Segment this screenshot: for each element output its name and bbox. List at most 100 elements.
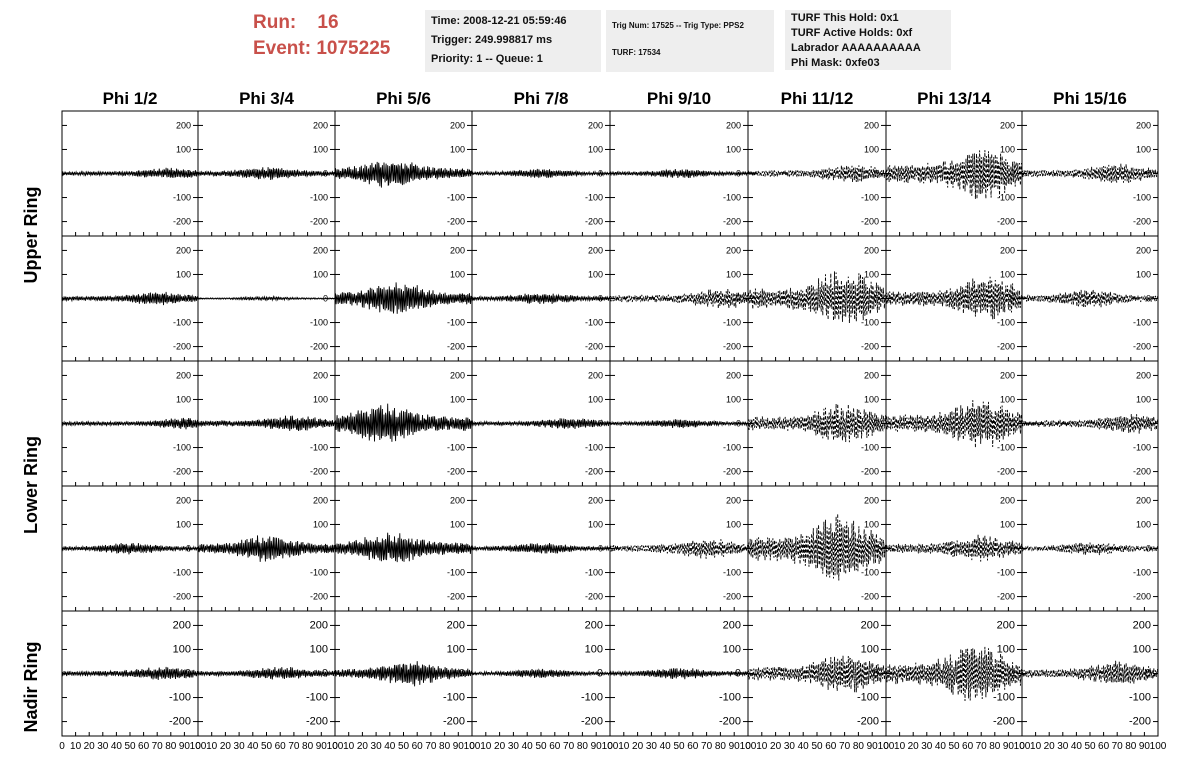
x-tick-label: 80 <box>302 741 314 752</box>
x-tick-label: 10 <box>618 741 630 752</box>
waveform-trace <box>197 666 336 680</box>
y-tick-label: -200 <box>585 342 603 352</box>
y-tick-label: -100 <box>310 568 328 578</box>
y-tick-label: 100 <box>313 269 328 279</box>
column-title: Phi 15/16 <box>1053 89 1127 108</box>
x-tick-label: 70 <box>152 741 164 752</box>
x-tick-label: 70 <box>288 741 300 752</box>
y-tick-label: 100 <box>864 394 879 404</box>
y-tick-label: 100 <box>176 144 191 154</box>
y-tick-label: 100 <box>450 394 465 404</box>
y-tick-label: -100 <box>585 568 603 578</box>
y-tick-label: -200 <box>310 217 328 227</box>
y-tick-label: -200 <box>585 592 603 602</box>
turf-hold-line: TURF This Hold: 0x1 <box>791 12 899 24</box>
y-tick-label: -100 <box>997 318 1015 328</box>
y-tick-label: 200 <box>588 495 603 505</box>
y-tick-label: -100 <box>1133 568 1151 578</box>
x-tick-label: 90 <box>316 741 328 752</box>
x-tick-label: 70 <box>839 741 851 752</box>
y-tick-label: -200 <box>169 716 191 728</box>
y-tick-label: 200 <box>313 370 328 380</box>
y-tick-label: 100 <box>997 643 1015 655</box>
x-tick-label: 60 <box>412 741 424 752</box>
y-tick-label: 100 <box>1000 394 1015 404</box>
x-tick-label: 30 <box>1057 741 1069 752</box>
x-tick-label: 40 <box>798 741 810 752</box>
y-tick-label: 200 <box>588 245 603 255</box>
x-tick-label: 40 <box>1071 741 1083 752</box>
y-tick-label: -100 <box>1133 443 1151 453</box>
y-tick-label: -200 <box>723 467 741 477</box>
x-tick-label: 80 <box>989 741 1001 752</box>
y-tick-label: 0 <box>1010 419 1015 429</box>
y-tick-label: -100 <box>997 193 1015 203</box>
y-tick-label: 200 <box>310 619 328 631</box>
x-tick-label: 20 <box>632 741 644 752</box>
y-tick-label: -100 <box>723 193 741 203</box>
y-tick-label: 100 <box>176 394 191 404</box>
y-tick-label: -200 <box>719 716 741 728</box>
y-tick-label: 100 <box>1136 144 1151 154</box>
column-title: Phi 9/10 <box>647 89 711 108</box>
y-tick-label: -200 <box>997 342 1015 352</box>
y-tick-label: -100 <box>857 692 879 704</box>
y-tick-label: -200 <box>993 716 1015 728</box>
x-tick-label: 50 <box>124 741 136 752</box>
column-title: Phi 13/14 <box>917 89 991 108</box>
column-title: Phi 3/4 <box>239 89 294 108</box>
y-tick-label: -200 <box>1133 342 1151 352</box>
x-tick-label: 0 <box>607 741 613 752</box>
x-tick-label: 30 <box>97 741 109 752</box>
x-tick-label: 40 <box>384 741 396 752</box>
y-tick-label: -200 <box>310 592 328 602</box>
y-tick-label: 200 <box>176 120 191 130</box>
phi-mask-line: Phi Mask: 0xfe03 <box>791 57 880 69</box>
column-title: Phi 1/2 <box>103 89 158 108</box>
x-tick-label: 70 <box>976 741 988 752</box>
turf-active-line: TURF Active Holds: 0xf <box>791 27 913 39</box>
x-tick-label: 50 <box>261 741 273 752</box>
run-label: Run: <box>253 12 297 33</box>
waveform-trace <box>885 400 1023 448</box>
y-tick-label: -200 <box>585 217 603 227</box>
y-tick-label: -100 <box>173 443 191 453</box>
y-tick-label: -200 <box>1133 592 1151 602</box>
time-info-box: Time: 2008-12-21 05:59:46 Trigger: 249.9… <box>425 10 601 72</box>
y-tick-label: -200 <box>447 217 465 227</box>
y-tick-label: -100 <box>581 692 603 704</box>
y-tick-label: 200 <box>176 370 191 380</box>
turf-line: TURF: 17534 <box>612 48 661 57</box>
y-tick-label: 200 <box>1136 370 1151 380</box>
x-tick-label: 50 <box>535 741 547 752</box>
y-tick-label: -200 <box>997 217 1015 227</box>
x-tick-label: 30 <box>921 741 933 752</box>
y-tick-label: 100 <box>726 519 741 529</box>
y-tick-label: 100 <box>173 643 191 655</box>
y-tick-label: -100 <box>447 318 465 328</box>
waveform-trace <box>885 150 1023 200</box>
x-tick-label: 80 <box>1125 741 1137 752</box>
y-tick-label: -100 <box>1133 318 1151 328</box>
x-tick-label: 10 <box>343 741 355 752</box>
x-tick-label: 50 <box>811 741 823 752</box>
y-tick-label: -200 <box>861 467 879 477</box>
y-tick-label: 100 <box>176 269 191 279</box>
x-tick-label: 50 <box>948 741 960 752</box>
y-tick-label: 100 <box>1000 144 1015 154</box>
y-tick-label: 200 <box>1133 619 1151 631</box>
y-tick-label: -100 <box>173 568 191 578</box>
y-tick-label: 100 <box>313 394 328 404</box>
x-tick-label: 50 <box>1084 741 1096 752</box>
waveform-trace <box>609 288 749 309</box>
x-tick-label: 10 <box>70 741 82 752</box>
y-tick-label: 100 <box>723 643 741 655</box>
y-tick-label: 100 <box>588 269 603 279</box>
waveform-trace <box>1021 289 1159 308</box>
waveform-trace <box>471 168 611 179</box>
y-tick-label: -200 <box>1129 716 1151 728</box>
y-tick-label: -200 <box>306 716 328 728</box>
y-tick-label: -100 <box>861 318 879 328</box>
y-tick-label: 100 <box>176 519 191 529</box>
y-tick-label: 0 <box>460 169 465 179</box>
